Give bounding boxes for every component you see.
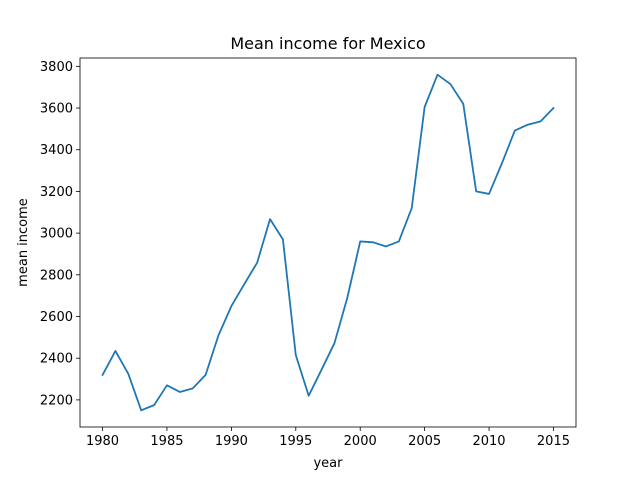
y-axis-label: mean income <box>16 198 31 287</box>
x-axis-label: year <box>313 456 343 471</box>
plot-background <box>80 58 576 427</box>
y-tick-label: 3800 <box>40 60 73 75</box>
x-tick-label: 2010 <box>472 434 505 449</box>
y-tick-label: 3600 <box>40 102 73 117</box>
y-tick-label: 2800 <box>40 268 73 283</box>
y-tick-label: 2400 <box>40 352 73 367</box>
y-axis: 2200 2400 2600 2800 3000 3200 3400 3600 3800 <box>40 60 80 408</box>
x-tick-label: 2000 <box>344 434 377 449</box>
plot-frame <box>79 57 577 428</box>
x-tick-label: 1980 <box>86 434 119 449</box>
y-tick-label: 3200 <box>40 185 73 200</box>
x-tick-label: 1990 <box>215 434 248 449</box>
x-tick-label: 1995 <box>279 434 312 449</box>
x-tick-label: 2015 <box>537 434 570 449</box>
x-axis: 1980 1985 1990 1995 2000 2005 2010 2015 <box>86 427 570 449</box>
y-tick-label: 3000 <box>40 227 73 242</box>
chart-title: Mean income for Mexico <box>230 34 425 53</box>
x-tick-label: 1985 <box>150 434 183 449</box>
plot-area <box>79 57 577 428</box>
y-tick-label: 2200 <box>40 393 73 408</box>
y-tick-label: 3400 <box>40 143 73 158</box>
series-line-mean-income <box>101 73 555 412</box>
x-tick-label: 2005 <box>408 434 441 449</box>
y-tick-label: 2600 <box>40 310 73 325</box>
